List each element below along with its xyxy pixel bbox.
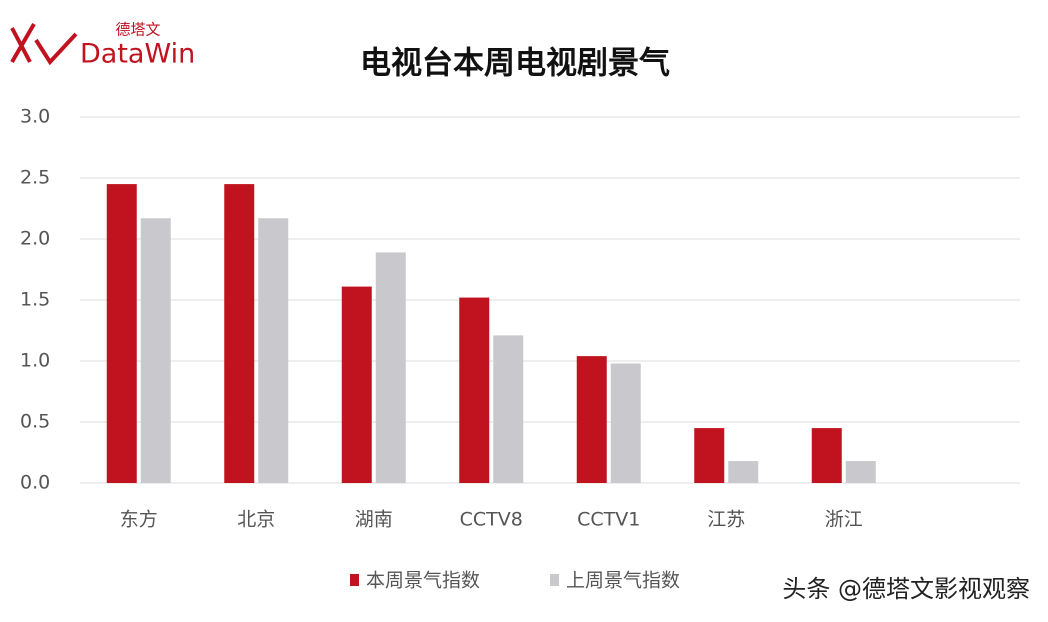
logo-cn: 德塔文 (115, 21, 160, 39)
legend-swatch (550, 574, 559, 586)
logo: 德塔文 DataWin (10, 21, 195, 70)
bar (106, 184, 137, 483)
bar (258, 218, 289, 483)
bar (728, 461, 759, 483)
bar (459, 297, 490, 483)
bar (845, 461, 876, 483)
y-tick-label: 2.5 (20, 167, 50, 189)
bar (811, 428, 842, 483)
x-tick-label: CCTV8 (460, 509, 523, 531)
legend-swatch (350, 574, 359, 586)
watermark: 头条 @德塔文影视观察 (782, 575, 1030, 603)
x-tick-label: 湖南 (355, 509, 393, 531)
y-tick-label: 2.0 (20, 228, 50, 250)
y-tick-label: 1.0 (20, 350, 50, 372)
bar (576, 356, 607, 483)
chart-title: 电视台本周电视剧景气 (360, 46, 670, 82)
bar (375, 252, 406, 483)
x-tick-label: 浙江 (825, 509, 863, 531)
bar (694, 428, 725, 483)
y-tick-label: 1.5 (20, 289, 50, 311)
legend-label: 上周景气指数 (566, 570, 680, 592)
bar (224, 184, 255, 483)
y-tick-label: 0.5 (20, 411, 50, 433)
bar (341, 286, 372, 483)
x-tick-label: CCTV1 (577, 509, 640, 531)
logo-brand: DataWin (80, 39, 195, 70)
x-tick-label: 东方 (120, 509, 158, 531)
y-tick-label: 3.0 (20, 106, 50, 128)
y-tick-label: 0.0 (20, 472, 50, 494)
bar (493, 335, 524, 483)
bar (610, 363, 641, 483)
x-tick-label: 北京 (237, 509, 275, 531)
bar (140, 218, 171, 483)
legend-label: 本周景气指数 (366, 570, 480, 592)
x-tick-label: 江苏 (707, 509, 745, 531)
logo-mark (10, 22, 78, 66)
